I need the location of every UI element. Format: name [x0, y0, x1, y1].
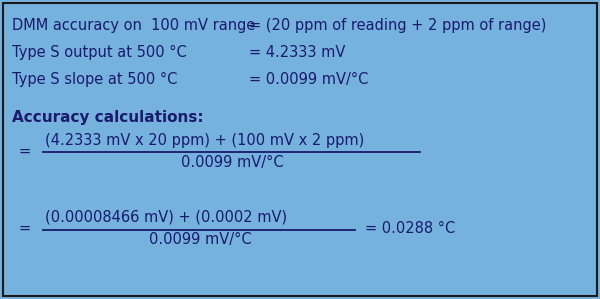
Text: (4.2333 mV x 20 ppm) + (100 mV x 2 ppm): (4.2333 mV x 20 ppm) + (100 mV x 2 ppm)	[45, 133, 364, 148]
Text: DMM accuracy on  100 mV range: DMM accuracy on 100 mV range	[12, 18, 256, 33]
Text: =: =	[18, 144, 30, 159]
Text: 0.0099 mV/°C: 0.0099 mV/°C	[149, 232, 251, 247]
Text: 0.0099 mV/°C: 0.0099 mV/°C	[181, 155, 284, 170]
Text: Accuracy calculations:: Accuracy calculations:	[12, 110, 203, 125]
FancyBboxPatch shape	[3, 3, 597, 296]
Text: = 0.0099 mV/°C: = 0.0099 mV/°C	[249, 72, 368, 87]
Text: = 4.2333 mV: = 4.2333 mV	[249, 45, 346, 60]
Text: = 0.0288 °C: = 0.0288 °C	[365, 221, 455, 236]
Text: =: =	[18, 221, 30, 236]
Text: (0.00008466 mV) + (0.0002 mV): (0.00008466 mV) + (0.0002 mV)	[45, 210, 287, 225]
Text: Type S output at 500 °C: Type S output at 500 °C	[12, 45, 187, 60]
Text: = (20 ppm of reading + 2 ppm of range): = (20 ppm of reading + 2 ppm of range)	[249, 18, 547, 33]
Text: Type S slope at 500 °C: Type S slope at 500 °C	[12, 72, 178, 87]
